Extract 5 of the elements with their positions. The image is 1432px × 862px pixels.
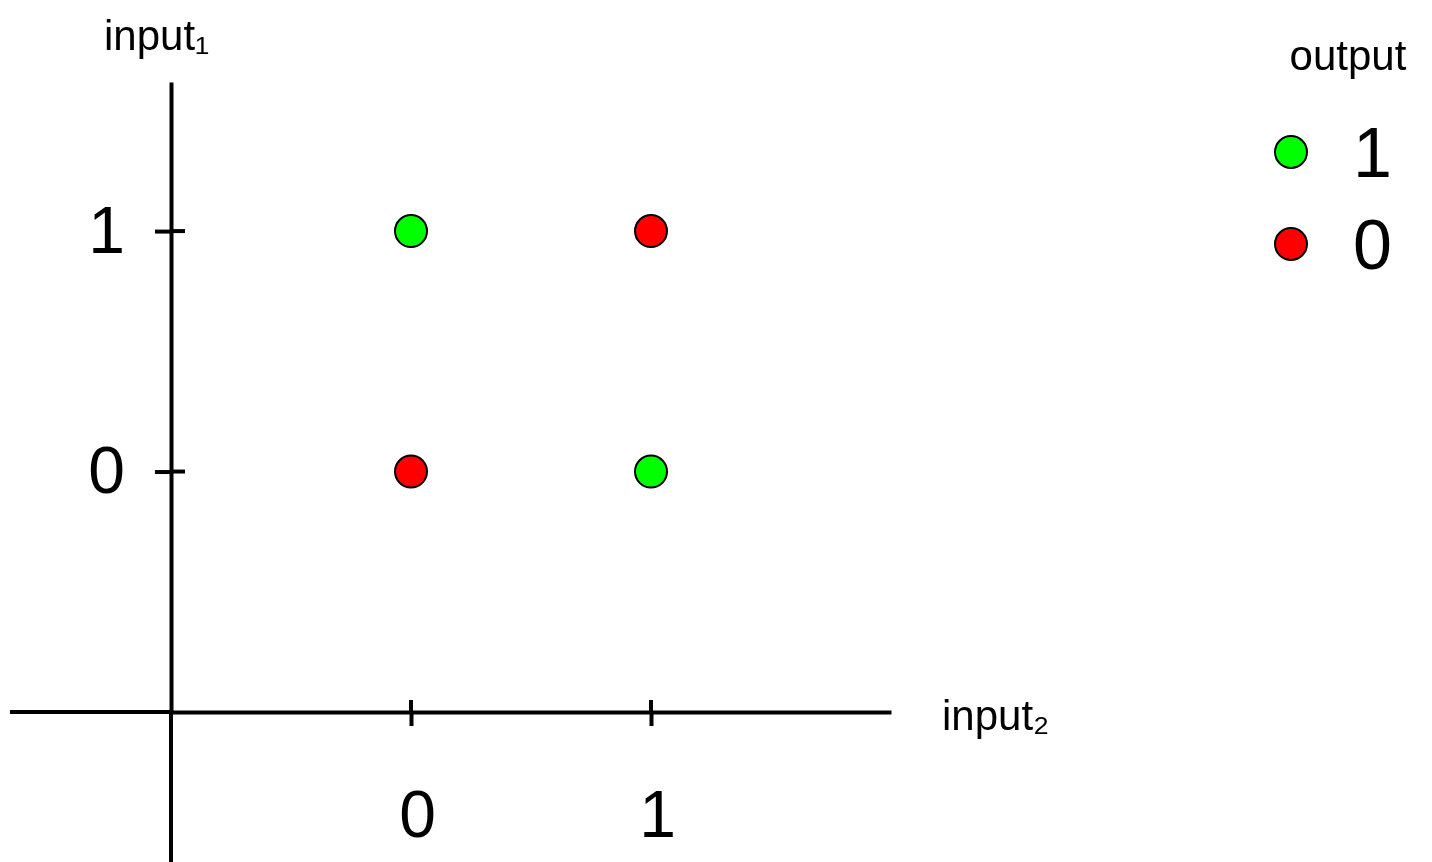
legend-label: 1 xyxy=(1353,114,1392,193)
y-axis-title: input₁ xyxy=(104,12,210,59)
x-axis-title: input₂ xyxy=(942,692,1050,739)
legend-label: 0 xyxy=(1353,206,1392,285)
legend-title: output xyxy=(1289,32,1407,79)
